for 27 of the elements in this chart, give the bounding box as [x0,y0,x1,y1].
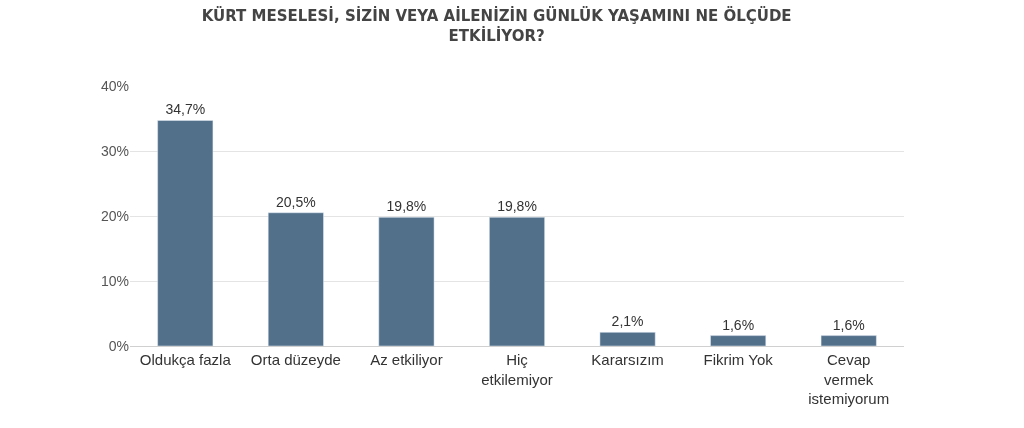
bar [820,335,877,346]
x-tick-label: Oldukça fazla [139,351,232,368]
bar [710,335,767,346]
chart-title: KÜRT MESELESİ, SİZİN VEYA AİLENİZİN GÜNLÜK YAŞAMINI NE ÖLÇÜDE ETKİLİYOR? [201,6,792,45]
data-label: 19,8% [386,198,427,215]
x-tick-label: Hiç etkilemiyor [481,351,553,388]
data-label: 19,8% [497,198,537,215]
y-tick-label: 40% [100,77,129,94]
data-label: 1,6% [832,316,865,333]
y-tick-label: 30% [100,142,129,159]
data-label: 2,1% [611,313,644,330]
x-tick-label: Orta düzeyde [250,351,341,368]
bar [489,217,545,346]
y-tick-label: 20% [100,207,129,224]
bar [599,332,656,346]
x-tick-label: Az etkiliyor [370,351,443,368]
data-label: 1,6% [722,316,755,333]
x-tick-label: Fikrim Yok [703,351,774,368]
bar [267,212,324,346]
x-tick-label: Cevap vermek istemiyorum [808,351,890,407]
y-tick-label: 10% [100,272,129,289]
bar [157,120,214,346]
data-label: 20,5% [276,193,316,210]
data-label: 34,7% [165,101,206,118]
x-tick-label: Kararsızım [591,351,664,368]
y-tick-label: 0% [108,337,129,354]
bar [378,217,435,346]
